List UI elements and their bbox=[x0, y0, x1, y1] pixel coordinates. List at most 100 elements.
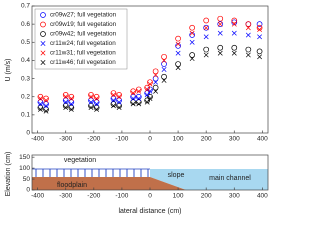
point bbox=[161, 61, 167, 67]
point bbox=[68, 93, 75, 100]
point bbox=[175, 41, 181, 47]
point bbox=[231, 44, 238, 51]
point bbox=[136, 96, 142, 101]
point bbox=[175, 50, 181, 56]
point bbox=[43, 95, 49, 102]
x-tick-label: -200 bbox=[87, 136, 100, 143]
point bbox=[111, 97, 116, 103]
point bbox=[175, 61, 181, 67]
point bbox=[217, 30, 223, 36]
point bbox=[130, 101, 136, 107]
point bbox=[88, 99, 94, 105]
point bbox=[93, 99, 100, 106]
y-tick-label: 0.5 bbox=[21, 39, 30, 46]
y-tick-label: 0 bbox=[26, 130, 30, 137]
point bbox=[153, 88, 159, 94]
point bbox=[37, 101, 43, 107]
point bbox=[161, 57, 167, 63]
point bbox=[88, 94, 94, 100]
point bbox=[175, 65, 181, 71]
x-tick-label: -400 bbox=[31, 136, 44, 143]
legend-label: cr09w19; full vegetation bbox=[50, 21, 117, 28]
point bbox=[144, 97, 151, 104]
point bbox=[217, 21, 223, 27]
point bbox=[111, 103, 116, 109]
x-tick-label: 0 bbox=[148, 136, 152, 143]
legend-marker bbox=[40, 31, 46, 37]
point bbox=[116, 105, 122, 111]
point bbox=[175, 43, 181, 49]
point bbox=[116, 92, 122, 98]
point bbox=[130, 88, 136, 95]
x-tick-label: -100 bbox=[115, 193, 128, 200]
point bbox=[136, 101, 142, 107]
x-tick-label: 200 bbox=[201, 193, 212, 200]
point bbox=[116, 102, 122, 109]
legend-box bbox=[34, 8, 128, 70]
point bbox=[68, 99, 75, 106]
point bbox=[161, 73, 167, 80]
point bbox=[203, 52, 209, 58]
point bbox=[245, 46, 252, 53]
y-axis-label: Elevation (cm) bbox=[5, 152, 12, 197]
x-tick-label: 100 bbox=[173, 136, 184, 143]
y-tick-label: 50 bbox=[23, 176, 31, 183]
point bbox=[152, 68, 159, 75]
point bbox=[68, 106, 74, 112]
point bbox=[135, 86, 142, 93]
point bbox=[256, 24, 263, 31]
point bbox=[88, 97, 94, 104]
legend-marker bbox=[40, 21, 46, 28]
point bbox=[152, 84, 159, 91]
point bbox=[116, 99, 122, 105]
point bbox=[256, 21, 263, 27]
point bbox=[217, 44, 224, 51]
point bbox=[62, 92, 69, 98]
point bbox=[88, 105, 94, 111]
point bbox=[161, 67, 167, 72]
point bbox=[189, 56, 195, 62]
point bbox=[63, 105, 69, 111]
point bbox=[203, 17, 210, 24]
point bbox=[136, 88, 142, 94]
point bbox=[153, 79, 159, 85]
point bbox=[175, 35, 181, 42]
point bbox=[68, 104, 75, 111]
x-tick-label: -100 bbox=[115, 136, 128, 143]
floodplain-shape bbox=[32, 177, 186, 190]
figure: vegetation floodplain slope main channel… bbox=[5, 3, 269, 215]
point bbox=[116, 97, 122, 104]
point bbox=[153, 72, 159, 78]
x-tick-label: -200 bbox=[87, 193, 100, 200]
vegetation-stems bbox=[35, 169, 149, 177]
legend-label: cr09w42; full vegetation bbox=[50, 31, 117, 38]
point bbox=[245, 52, 251, 58]
point bbox=[257, 34, 263, 40]
point bbox=[217, 50, 223, 56]
point bbox=[203, 46, 210, 53]
y-tick-label: 0.3 bbox=[21, 75, 30, 82]
point bbox=[144, 90, 151, 96]
annotation: vegetation bbox=[64, 157, 96, 164]
point bbox=[130, 99, 136, 106]
y-axis-label: U (m/s) bbox=[5, 59, 12, 82]
legend-label: cr09w27; full vegetation bbox=[50, 12, 117, 19]
y-tick-label: 0.2 bbox=[21, 93, 30, 100]
point bbox=[257, 27, 263, 33]
legend-marker bbox=[40, 60, 46, 65]
point bbox=[189, 32, 195, 38]
point bbox=[94, 96, 100, 101]
legend-label: cr11w24; full vegetation bbox=[50, 40, 116, 47]
point bbox=[43, 108, 49, 114]
water bbox=[150, 169, 268, 190]
point bbox=[189, 52, 195, 58]
point bbox=[231, 30, 237, 36]
point bbox=[43, 103, 49, 109]
point bbox=[147, 81, 153, 87]
y-tick-label: 150 bbox=[19, 154, 30, 161]
point bbox=[257, 54, 263, 60]
point bbox=[135, 93, 142, 100]
point bbox=[37, 93, 44, 100]
point bbox=[62, 97, 69, 104]
point bbox=[130, 96, 136, 101]
